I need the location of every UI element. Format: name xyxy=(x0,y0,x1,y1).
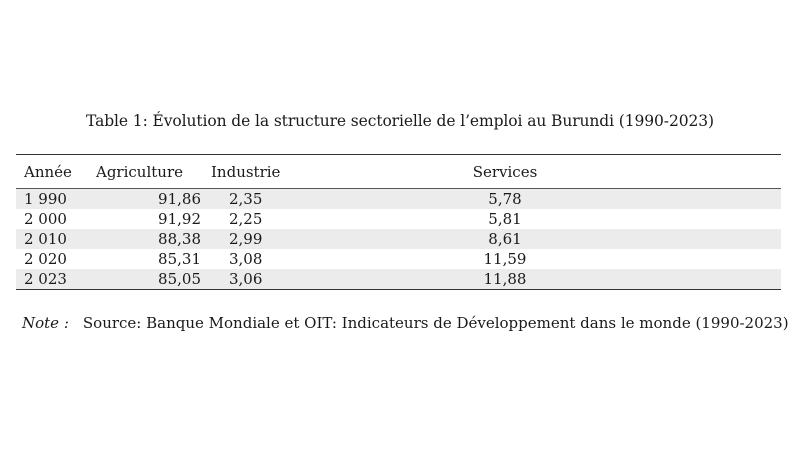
cell-services: 8,61 xyxy=(488,230,522,248)
table-row: 1 990 91,86 2,35 5,78 xyxy=(16,188,781,209)
cell-agriculture: 88,38 xyxy=(158,230,201,248)
table-note: Note : Source: Banque Mondiale et OIT: In… xyxy=(22,314,792,332)
table-caption: Table 1: Évolution de la structure secto… xyxy=(86,112,714,130)
note-text: Source: Banque Mondiale et OIT: Indicate… xyxy=(82,314,789,332)
cell-agriculture: 85,31 xyxy=(158,250,201,268)
column-header-agriculture: Agriculture xyxy=(96,162,183,181)
column-header-annee: Année xyxy=(24,162,72,181)
cell-industrie: 2,99 xyxy=(229,230,263,248)
cell-services: 5,81 xyxy=(488,210,522,228)
cell-year: 2 000 xyxy=(24,210,67,228)
table-row: 2 010 88,38 2,99 8,61 xyxy=(16,229,781,249)
table-container: Année Agriculture Industrie Services 1 9… xyxy=(16,154,781,290)
cell-industrie: 2,35 xyxy=(229,190,263,208)
cell-year: 1 990 xyxy=(24,190,67,208)
employment-table: Année Agriculture Industrie Services 1 9… xyxy=(16,154,781,290)
cell-agriculture: 91,92 xyxy=(158,210,201,228)
cell-agriculture: 91,86 xyxy=(158,190,201,208)
cell-services: 5,78 xyxy=(488,190,522,208)
table-body: 1 990 91,86 2,35 5,78 2 000 91,92 2,25 5… xyxy=(16,188,781,290)
cell-year: 2 020 xyxy=(24,250,67,268)
table-row: 2 000 91,92 2,25 5,81 xyxy=(16,209,781,229)
cell-services: 11,88 xyxy=(483,270,527,288)
note-label: Note : xyxy=(22,314,69,332)
table-row: 2 023 85,05 3,06 11,88 xyxy=(16,269,781,290)
column-header-services: Services xyxy=(472,162,538,181)
table-header: Année Agriculture Industrie Services xyxy=(16,154,781,189)
cell-year: 2 010 xyxy=(24,230,67,248)
table-row: 2 020 85,31 3,08 11,59 xyxy=(16,249,781,269)
cell-agriculture: 85,05 xyxy=(158,270,201,288)
column-header-industrie: Industrie xyxy=(211,162,281,181)
cell-industrie: 2,25 xyxy=(229,210,263,228)
cell-year: 2 023 xyxy=(24,270,67,288)
cell-industrie: 3,08 xyxy=(229,250,263,268)
cell-services: 11,59 xyxy=(483,250,527,268)
header-row: Année Agriculture Industrie Services xyxy=(16,154,781,189)
cell-industrie: 3,06 xyxy=(229,270,263,288)
